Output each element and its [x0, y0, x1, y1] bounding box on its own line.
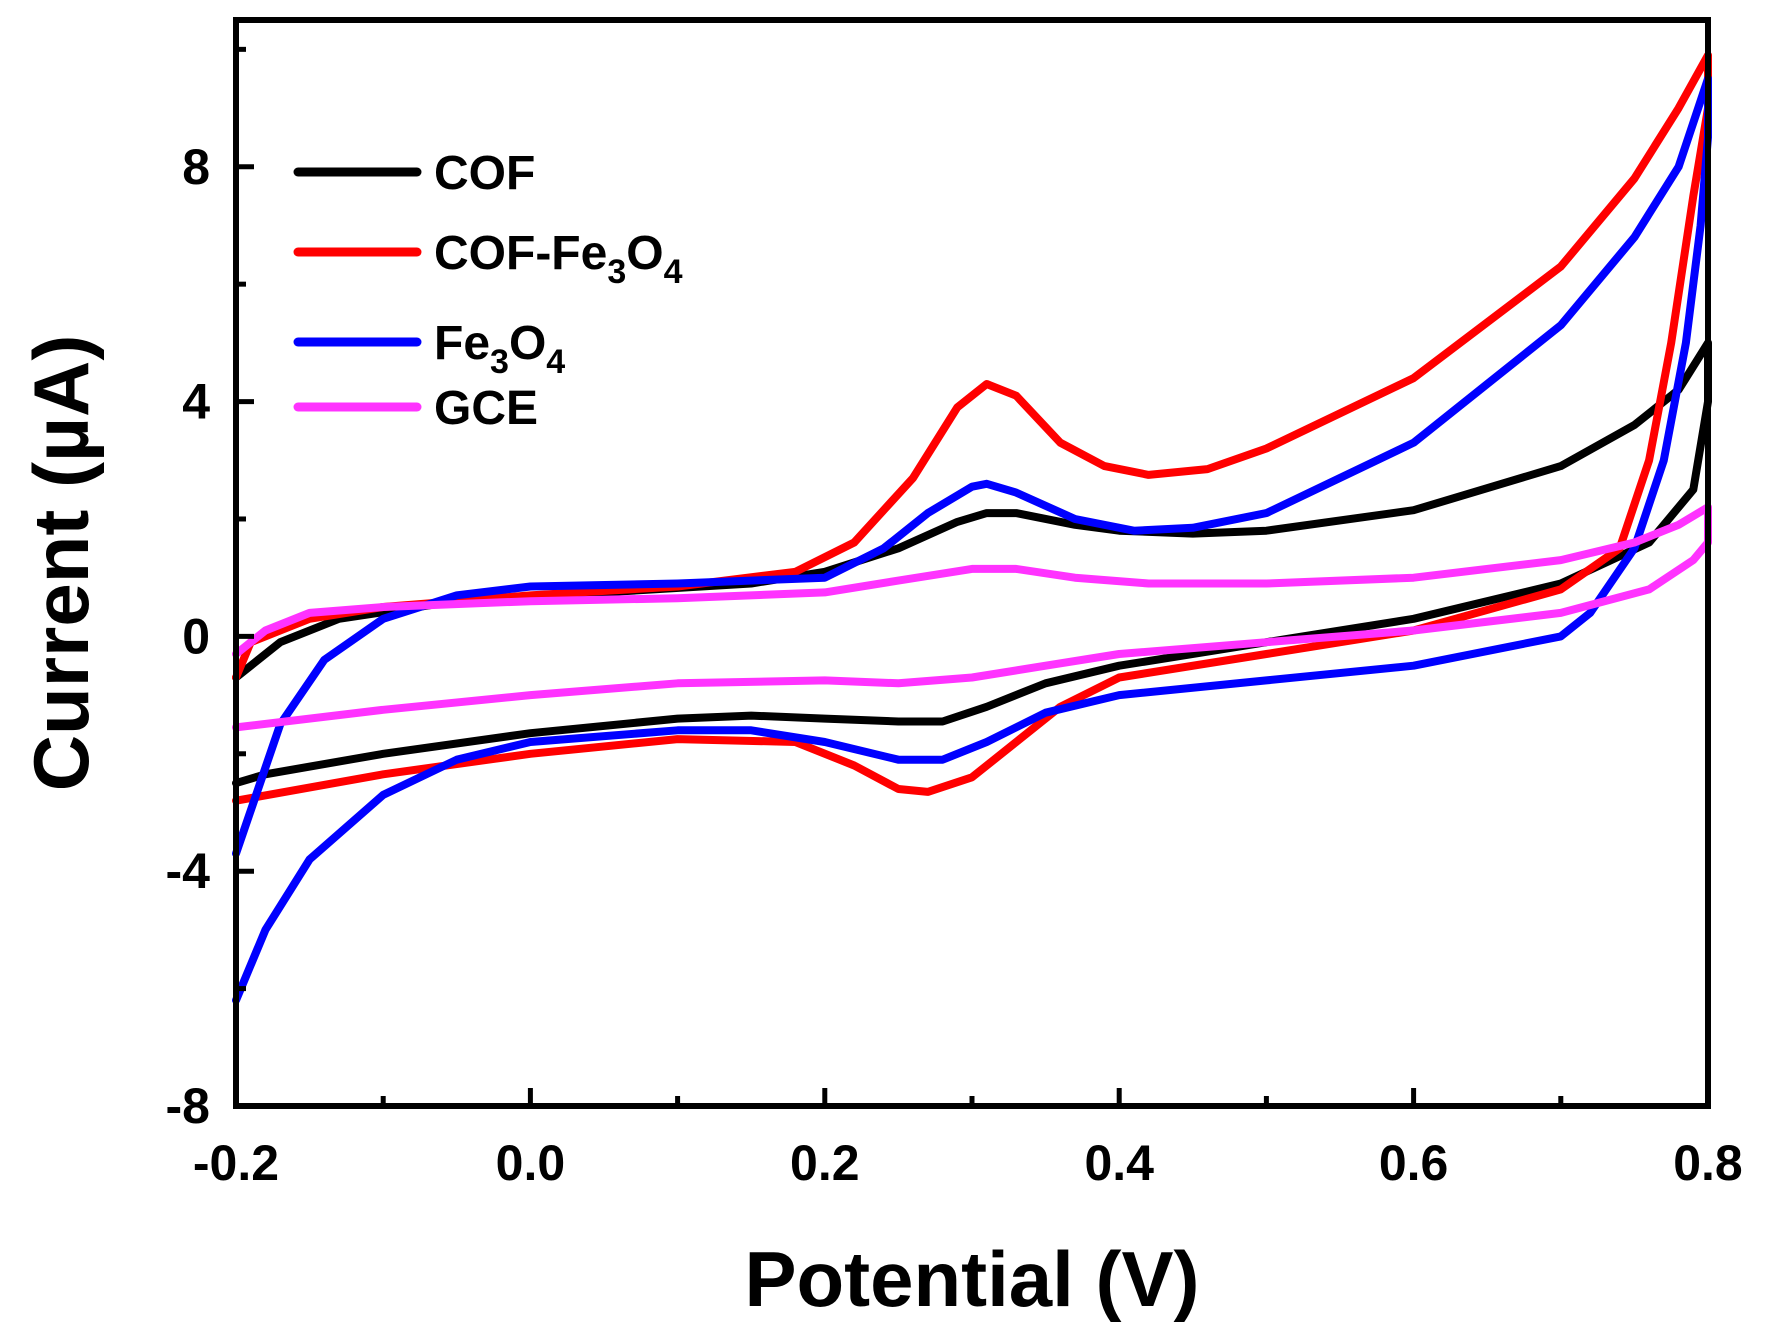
legend-label-main: COF	[434, 147, 535, 200]
legend-label-sub: 4	[546, 343, 565, 381]
y-tick-label: -4	[166, 843, 211, 899]
legend-entry-3: GCE	[293, 382, 538, 435]
legend-entry-0: COF	[293, 147, 535, 200]
ticks-layer: -0.2 0.0 0.2 0.4 0.6 0.8 -8 -4 0 4 8	[166, 46, 1743, 1191]
x-axis-title: Potential (V)	[744, 1235, 1199, 1323]
y-tick-label: -8	[166, 1078, 210, 1134]
x-tick-label: 0.4	[1084, 1135, 1154, 1191]
legend-label: COF-Fe3O4	[434, 227, 683, 291]
x-tick-label: 0.6	[1379, 1135, 1449, 1191]
legend-label: Fe3O4	[434, 317, 565, 381]
series-line-2	[232, 74, 1712, 1005]
legend-label-main: COF-Fe	[434, 227, 607, 280]
x-tick-label: 0.0	[496, 1135, 566, 1191]
series-line-1	[232, 51, 1712, 805]
legend-entry-1: COF-Fe3O4	[293, 227, 683, 291]
legend-label: GCE	[434, 382, 538, 435]
y-axis-title: Current (µA)	[17, 335, 105, 792]
legend-label-sub: 3	[607, 253, 626, 291]
legend-label-main: GCE	[434, 382, 538, 435]
x-tick-label: 0.2	[790, 1135, 860, 1191]
x-tick-label: 0.8	[1673, 1135, 1743, 1191]
legend-label-sub: 3	[490, 343, 509, 381]
legend-label-sub: 4	[664, 253, 683, 291]
legend-entry-2: Fe3O4	[293, 317, 565, 381]
y-tick-label: 0	[182, 608, 210, 664]
y-tick-label: 8	[182, 139, 210, 195]
x-tick-label: -0.2	[193, 1135, 279, 1191]
legend-label-main: O	[509, 317, 546, 370]
legend-label-main: Fe	[434, 317, 490, 370]
y-tick-label: 4	[182, 374, 210, 430]
legend-label: COF	[434, 147, 535, 200]
series-line-3	[232, 503, 1712, 732]
legend-label-main: O	[626, 227, 663, 280]
